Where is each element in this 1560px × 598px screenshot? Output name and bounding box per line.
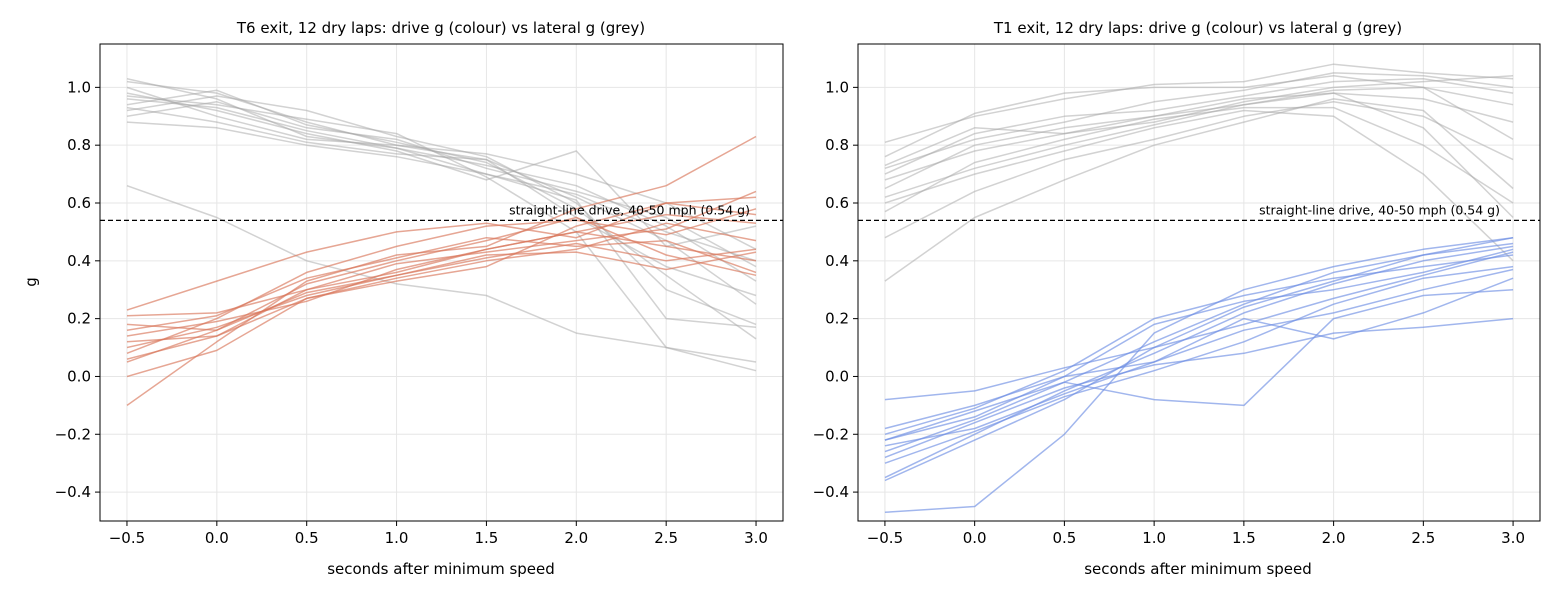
- left-drive-series-line-4: [126, 222, 757, 378]
- left-x-tick-label: 3.0: [744, 529, 768, 547]
- left-y-tick-label: −0.2: [55, 425, 91, 443]
- right-x-tick-label: 0.5: [1052, 529, 1076, 547]
- left-lateral-series-line-19: [126, 101, 757, 268]
- left-chart-reference-label: straight-line drive, 40-50 mph (0.54 g): [509, 202, 750, 217]
- left-drive-series-line-5: [126, 135, 757, 407]
- left-x-tick-label: −0.5: [109, 529, 145, 547]
- left-drive-series-line-2: [126, 196, 757, 311]
- right-lateral-series-line-22: [884, 72, 1514, 170]
- right-x-tick-label: 3.0: [1501, 529, 1525, 547]
- left-y-tick-label: 0.0: [67, 367, 91, 385]
- right-drive-series-line-10: [884, 317, 1514, 459]
- left-drive-series-line-9: [126, 251, 757, 363]
- left-chart-y-axis-label: g: [22, 277, 40, 287]
- left-plot-area: [95, 43, 784, 526]
- right-drive-series-line-5: [884, 288, 1514, 453]
- right-lateral-series-line-20: [884, 109, 1514, 262]
- left-x-tick-label: 1.5: [475, 529, 499, 547]
- right-plot-area: [853, 43, 1541, 526]
- right-y-tick-label: −0.4: [813, 483, 849, 501]
- left-x-tick-label: 2.5: [654, 529, 678, 547]
- left-lateral-series-line-14: [126, 95, 757, 326]
- left-chart-title: T6 exit, 12 dry laps: drive g (colour) v…: [236, 19, 645, 37]
- left-drive-series-line-6: [126, 231, 757, 337]
- right-chart-panel: T1 exit, 12 dry laps: drive g (colour) v…: [813, 19, 1541, 578]
- left-plot-frame: [99, 43, 784, 522]
- right-x-tick-label: −0.5: [867, 529, 903, 547]
- left-lateral-series-line-17: [126, 89, 757, 340]
- left-lateral-series-line-15: [126, 86, 757, 250]
- right-drive-series-line-4: [884, 236, 1514, 514]
- right-x-tick-label: 0.0: [963, 529, 987, 547]
- left-drive-series-line-0: [126, 213, 757, 360]
- right-drive-series-line-0: [884, 251, 1514, 401]
- right-drive-series-line-1: [884, 236, 1514, 441]
- right-lateral-series-line-13: [884, 63, 1514, 144]
- left-y-tick-label: 0.2: [67, 310, 91, 328]
- left-drive-series-line-11: [126, 236, 757, 331]
- left-x-tick-label: 2.0: [564, 529, 588, 547]
- left-chart-x-axis-label: seconds after minimum speed: [327, 560, 555, 578]
- right-x-tick-label: 2.0: [1322, 529, 1346, 547]
- left-drive-series-line-10: [126, 202, 757, 343]
- right-y-tick-label: 1.0: [825, 78, 849, 96]
- right-drive-series-line-7: [884, 254, 1514, 436]
- right-lateral-series-line-16: [884, 98, 1514, 282]
- right-lateral-series-line-17: [884, 77, 1514, 175]
- left-x-tick-label: 0.0: [205, 529, 229, 547]
- left-lateral-series-line-23: [126, 184, 757, 363]
- right-x-tick-label: 1.5: [1232, 529, 1256, 547]
- right-drive-series-line-11: [884, 265, 1514, 464]
- right-lateral-series-line-23: [884, 106, 1514, 213]
- left-y-tick-label: 0.8: [67, 136, 91, 154]
- right-drive-series-line-6: [884, 242, 1514, 482]
- right-y-tick-label: 0.8: [825, 136, 849, 154]
- right-chart-title: T1 exit, 12 dry laps: drive g (colour) v…: [993, 19, 1402, 37]
- right-y-tick-label: 0.6: [825, 194, 849, 212]
- right-y-tick-label: 0.0: [825, 367, 849, 385]
- right-drive-series-line-2: [884, 245, 1514, 479]
- right-lateral-series-line-14: [884, 92, 1514, 198]
- right-lateral-series-line-15: [884, 101, 1514, 239]
- left-y-tick-label: 1.0: [67, 78, 91, 96]
- left-y-tick-label: 0.6: [67, 194, 91, 212]
- left-y-tick-label: −0.4: [55, 483, 91, 501]
- left-chart-panel: T6 exit, 12 dry laps: drive g (colour) v…: [22, 19, 784, 578]
- right-chart-reference-label: straight-line drive, 40-50 mph (0.54 g): [1259, 202, 1500, 217]
- left-x-tick-label: 0.5: [295, 529, 319, 547]
- right-x-tick-label: 2.5: [1411, 529, 1435, 547]
- right-lateral-series-line-12: [884, 75, 1514, 167]
- right-lateral-series-line-18: [884, 86, 1514, 190]
- right-drive-series-line-3: [884, 268, 1514, 430]
- right-y-tick-label: −0.2: [813, 425, 849, 443]
- right-drive-series-line-8: [884, 277, 1514, 447]
- right-plot-frame: [857, 43, 1541, 522]
- right-drive-series-line-9: [884, 248, 1514, 441]
- right-x-tick-label: 1.0: [1142, 529, 1166, 547]
- right-y-tick-label: 0.2: [825, 310, 849, 328]
- left-y-tick-label: 0.4: [67, 252, 91, 270]
- right-lateral-series-line-21: [884, 92, 1514, 219]
- right-y-tick-label: 0.4: [825, 252, 849, 270]
- left-lateral-series-line-22: [126, 95, 757, 372]
- right-lateral-series-line-19: [884, 75, 1514, 158]
- left-drive-series-line-7: [126, 208, 757, 354]
- left-lateral-series-line-20: [126, 77, 757, 329]
- right-chart-x-axis-label: seconds after minimum speed: [1084, 560, 1312, 578]
- left-x-tick-label: 1.0: [385, 529, 409, 547]
